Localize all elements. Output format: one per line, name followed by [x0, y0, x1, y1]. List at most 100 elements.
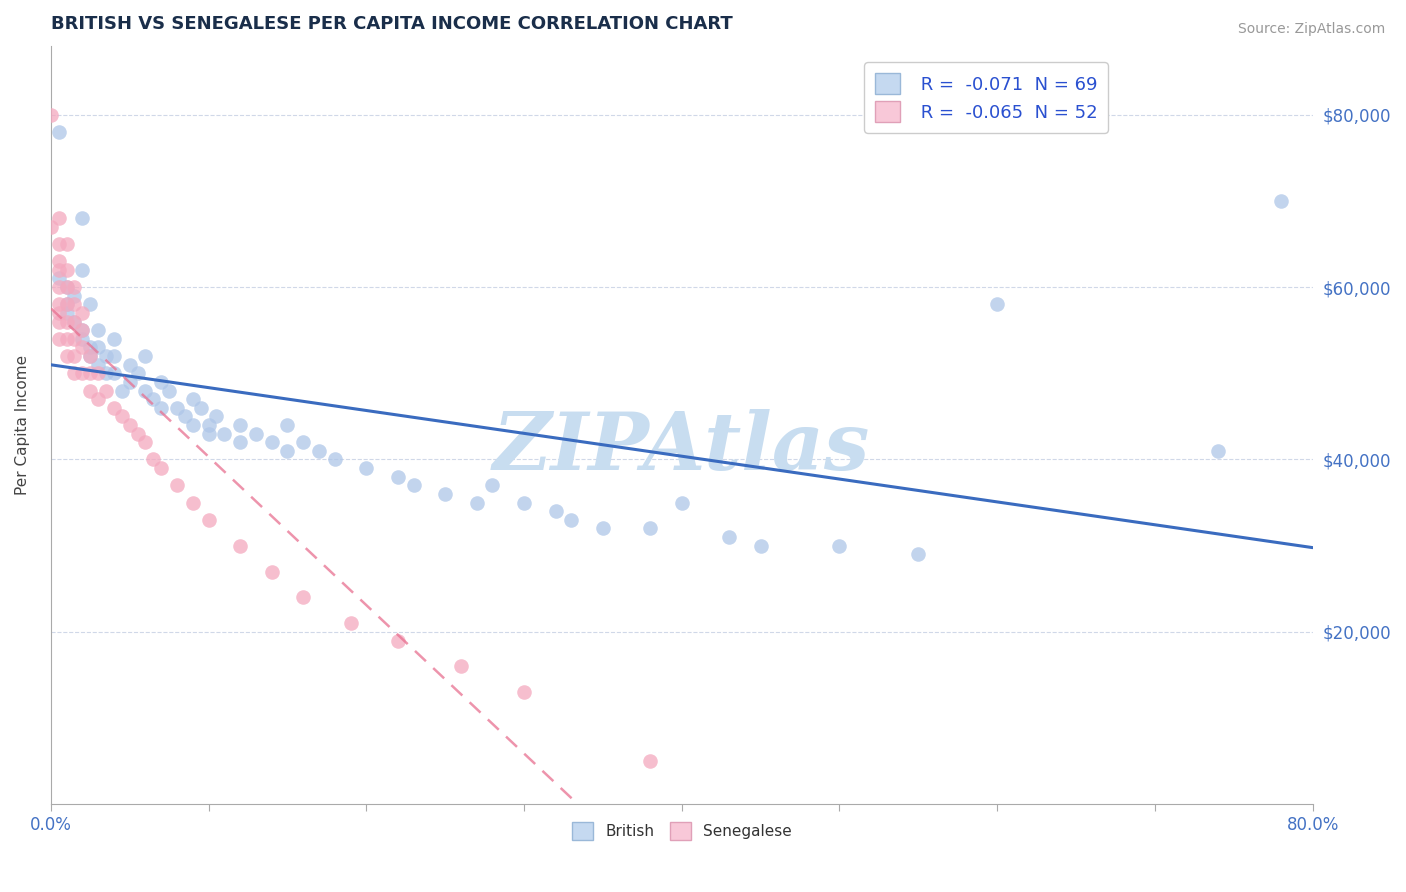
Point: [79, 349, 101, 363]
Point: [1206, 443, 1229, 458]
Point: [828, 539, 851, 553]
Point: [1270, 194, 1292, 208]
Text: Source: ZipAtlas.com: Source: ZipAtlas.com: [1237, 22, 1385, 37]
Text: BRITISH VS SENEGALESE PER CAPITA INCOME CORRELATION CHART: BRITISH VS SENEGALESE PER CAPITA INCOME …: [51, 15, 733, 33]
Point: [55, 280, 77, 294]
Point: [157, 384, 180, 398]
Point: [63, 332, 86, 346]
Point: [72, 211, 94, 225]
Point: [55, 332, 77, 346]
Point: [402, 478, 425, 492]
Point: [308, 443, 330, 458]
Point: [111, 409, 134, 424]
Point: [150, 375, 173, 389]
Point: [87, 358, 110, 372]
Point: [387, 633, 409, 648]
Point: [197, 426, 219, 441]
Point: [260, 565, 283, 579]
Point: [134, 384, 156, 398]
Point: [292, 435, 315, 450]
Point: [718, 530, 741, 544]
Point: [103, 349, 125, 363]
Point: [87, 323, 110, 337]
Point: [94, 384, 117, 398]
Point: [181, 495, 204, 509]
Point: [387, 469, 409, 483]
Point: [48, 280, 70, 294]
Point: [55, 306, 77, 320]
Point: [276, 417, 298, 432]
Point: [48, 271, 70, 285]
Point: [111, 384, 134, 398]
Point: [229, 435, 252, 450]
Point: [197, 513, 219, 527]
Point: [190, 401, 212, 415]
Legend: British, Senegalese: British, Senegalese: [565, 816, 799, 846]
Point: [103, 332, 125, 346]
Point: [63, 349, 86, 363]
Point: [63, 288, 86, 302]
Point: [150, 461, 173, 475]
Point: [55, 297, 77, 311]
Point: [94, 349, 117, 363]
Point: [450, 659, 472, 673]
Point: [323, 452, 346, 467]
Point: [48, 211, 70, 225]
Point: [638, 521, 661, 535]
Point: [481, 478, 503, 492]
Point: [72, 262, 94, 277]
Point: [127, 426, 149, 441]
Point: [55, 262, 77, 277]
Point: [63, 314, 86, 328]
Point: [174, 409, 197, 424]
Point: [72, 306, 94, 320]
Point: [229, 539, 252, 553]
Point: [87, 340, 110, 354]
Point: [79, 349, 101, 363]
Point: [55, 297, 77, 311]
Point: [63, 297, 86, 311]
Point: [166, 401, 188, 415]
Point: [79, 297, 101, 311]
Y-axis label: Per Capita Income: Per Capita Income: [15, 355, 30, 495]
Point: [79, 384, 101, 398]
Text: ZIPAtlas: ZIPAtlas: [494, 409, 870, 486]
Point: [560, 513, 582, 527]
Point: [48, 306, 70, 320]
Point: [513, 495, 536, 509]
Point: [39, 108, 62, 122]
Point: [87, 392, 110, 406]
Point: [48, 236, 70, 251]
Point: [229, 417, 252, 432]
Point: [48, 125, 70, 139]
Point: [72, 340, 94, 354]
Point: [79, 366, 101, 380]
Point: [142, 392, 165, 406]
Point: [292, 591, 315, 605]
Point: [48, 314, 70, 328]
Point: [72, 366, 94, 380]
Point: [48, 262, 70, 277]
Point: [72, 332, 94, 346]
Point: [166, 478, 188, 492]
Point: [245, 426, 267, 441]
Point: [103, 366, 125, 380]
Point: [150, 401, 173, 415]
Point: [72, 323, 94, 337]
Point: [94, 366, 117, 380]
Point: [87, 366, 110, 380]
Point: [63, 366, 86, 380]
Point: [118, 358, 141, 372]
Point: [465, 495, 488, 509]
Point: [907, 547, 929, 561]
Point: [638, 754, 661, 768]
Point: [142, 452, 165, 467]
Point: [513, 685, 536, 699]
Point: [118, 375, 141, 389]
Point: [205, 409, 228, 424]
Point: [39, 219, 62, 234]
Point: [181, 392, 204, 406]
Point: [339, 616, 361, 631]
Point: [127, 366, 149, 380]
Point: [79, 340, 101, 354]
